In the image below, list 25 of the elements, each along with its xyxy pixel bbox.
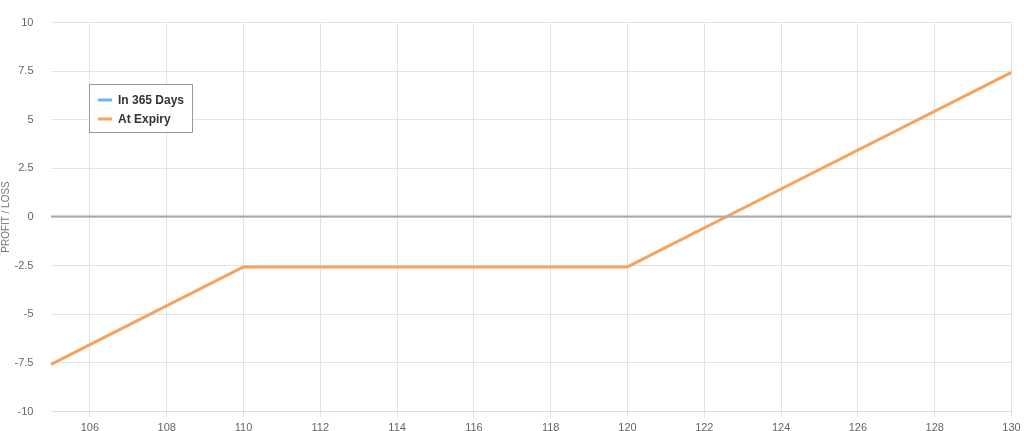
- x-tick-label: 112: [311, 420, 330, 431]
- y-tick-label: -7.5: [14, 355, 34, 368]
- y-tick-label: -5: [23, 307, 34, 320]
- y-tick-label: -10: [17, 404, 34, 417]
- y-tick-label: 0: [27, 210, 34, 222]
- y-tick-label: -2.5: [14, 258, 34, 271]
- x-tick-label: 130: [1002, 420, 1021, 431]
- y-axis-title: PROFIT / LOSS: [0, 180, 11, 253]
- x-tick-label: 118: [541, 420, 560, 431]
- x-tick-label: 120: [618, 420, 637, 431]
- x-tick-label: 116: [465, 420, 483, 431]
- x-tick-label: 110: [234, 420, 253, 431]
- x-tick-label: 126: [848, 420, 868, 431]
- y-tick-label: 10: [21, 15, 34, 28]
- legend-label: In 365 Days: [118, 93, 185, 107]
- y-tick-label: 7.5: [18, 64, 34, 77]
- x-tick-label: 114: [388, 420, 406, 431]
- y-tick-label: 5: [27, 112, 34, 125]
- y-tick-label: 2.5: [18, 161, 34, 174]
- x-tick-label: 108: [157, 420, 176, 431]
- legend-label: At Expiry: [118, 112, 172, 126]
- x-tick-label: 122: [695, 420, 714, 431]
- x-tick-label: 106: [80, 420, 100, 431]
- x-tick-label: 128: [925, 420, 944, 431]
- x-tick-label: 124: [771, 420, 791, 431]
